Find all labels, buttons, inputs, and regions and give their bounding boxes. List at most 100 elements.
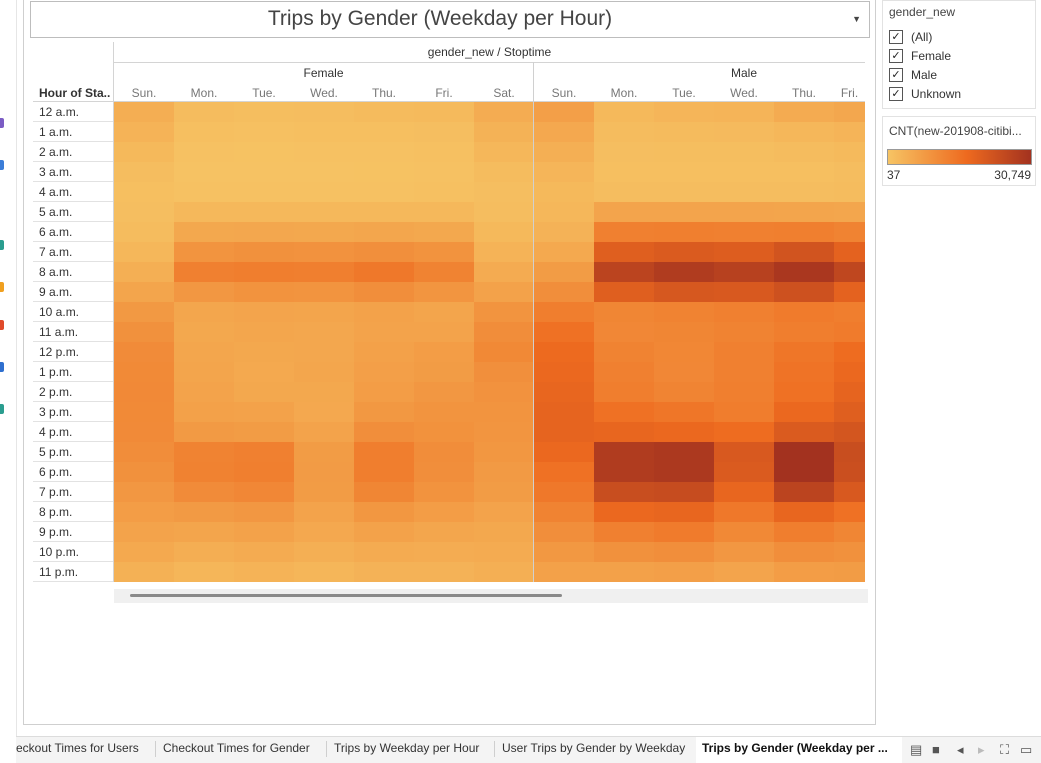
heatmap-cell[interactable] xyxy=(714,402,774,422)
heatmap-cell[interactable] xyxy=(654,302,714,322)
heatmap-cell[interactable] xyxy=(774,522,834,542)
heatmap-cell[interactable] xyxy=(354,122,414,142)
heatmap-cell[interactable] xyxy=(414,422,474,442)
heatmap-cell[interactable] xyxy=(834,442,865,462)
heatmap-cell[interactable] xyxy=(234,162,294,182)
heatmap-cell[interactable] xyxy=(294,182,354,202)
heatmap-cell[interactable] xyxy=(594,402,654,422)
heatmap-cell[interactable] xyxy=(234,542,294,562)
heatmap-cell[interactable] xyxy=(834,222,865,242)
heatmap-cell[interactable] xyxy=(354,422,414,442)
heatmap-cell[interactable] xyxy=(294,422,354,442)
heatmap-cell[interactable] xyxy=(474,482,534,502)
heatmap-cell[interactable] xyxy=(414,242,474,262)
heatmap-cell[interactable] xyxy=(174,102,234,122)
heatmap-cell[interactable] xyxy=(834,402,865,422)
heatmap-cell[interactable] xyxy=(474,422,534,442)
heatmap-cell[interactable] xyxy=(354,462,414,482)
heatmap-cell[interactable] xyxy=(534,402,594,422)
heatmap-cell[interactable] xyxy=(594,522,654,542)
heatmap-cell[interactable] xyxy=(234,282,294,302)
heatmap-cell[interactable] xyxy=(114,162,174,182)
heatmap-cell[interactable] xyxy=(654,262,714,282)
heatmap-cell[interactable] xyxy=(594,102,654,122)
heatmap-cell[interactable] xyxy=(174,302,234,322)
heatmap-cell[interactable] xyxy=(474,382,534,402)
heatmap-cell[interactable] xyxy=(174,542,234,562)
heatmap-cell[interactable] xyxy=(834,522,865,542)
heatmap-cell[interactable] xyxy=(774,282,834,302)
heatmap-cell[interactable] xyxy=(294,382,354,402)
heatmap-cell[interactable] xyxy=(414,542,474,562)
heatmap-cell[interactable] xyxy=(834,542,865,562)
heatmap-cell[interactable] xyxy=(354,402,414,422)
heatmap-cell[interactable] xyxy=(834,422,865,442)
heatmap-cell[interactable] xyxy=(234,462,294,482)
heatmap-cell[interactable] xyxy=(654,342,714,362)
heatmap-cell[interactable] xyxy=(414,102,474,122)
heatmap-cell[interactable] xyxy=(774,562,834,582)
heatmap-cell[interactable] xyxy=(114,542,174,562)
heatmap-cell[interactable] xyxy=(114,222,174,242)
heatmap-cell[interactable] xyxy=(654,162,714,182)
heatmap-cell[interactable] xyxy=(474,402,534,422)
heatmap-cell[interactable] xyxy=(714,442,774,462)
heatmap-cell[interactable] xyxy=(294,302,354,322)
heatmap-cell[interactable] xyxy=(774,162,834,182)
heatmap-cell[interactable] xyxy=(534,382,594,402)
heatmap-cell[interactable] xyxy=(414,342,474,362)
heatmap-cell[interactable] xyxy=(234,442,294,462)
fit-screen-icon[interactable]: ⛶ xyxy=(1000,742,1010,757)
heatmap-cell[interactable] xyxy=(654,382,714,402)
heatmap-cell[interactable] xyxy=(594,422,654,442)
heatmap-cell[interactable] xyxy=(174,122,234,142)
heatmap-cell[interactable] xyxy=(174,402,234,422)
heatmap-cell[interactable] xyxy=(714,242,774,262)
heatmap-cell[interactable] xyxy=(654,282,714,302)
heatmap-cell[interactable] xyxy=(534,342,594,362)
heatmap-cell[interactable] xyxy=(654,142,714,162)
heatmap-cell[interactable] xyxy=(174,182,234,202)
heatmap-cell[interactable] xyxy=(594,182,654,202)
heatmap-cell[interactable] xyxy=(114,502,174,522)
heatmap-cell[interactable] xyxy=(414,362,474,382)
heatmap-cell[interactable] xyxy=(834,282,865,302)
heatmap-cell[interactable] xyxy=(594,222,654,242)
heatmap-cell[interactable] xyxy=(534,462,594,482)
heatmap-cell[interactable] xyxy=(354,382,414,402)
heatmap-cell[interactable] xyxy=(474,242,534,262)
heatmap-cell[interactable] xyxy=(114,102,174,122)
heatmap-cell[interactable] xyxy=(474,302,534,322)
heatmap-cell[interactable] xyxy=(714,522,774,542)
heatmap-cell[interactable] xyxy=(114,122,174,142)
heatmap-cell[interactable] xyxy=(354,482,414,502)
heatmap-cell[interactable] xyxy=(234,482,294,502)
heatmap-cell[interactable] xyxy=(234,262,294,282)
heatmap-cell[interactable] xyxy=(294,562,354,582)
heatmap-cell[interactable] xyxy=(714,222,774,242)
heatmap-cell[interactable] xyxy=(594,242,654,262)
heatmap-cell[interactable] xyxy=(174,362,234,382)
heatmap-cell[interactable] xyxy=(354,142,414,162)
heatmap-cell[interactable] xyxy=(414,482,474,502)
heatmap-cell[interactable] xyxy=(654,242,714,262)
heatmap-cell[interactable] xyxy=(714,282,774,302)
heatmap-cell[interactable] xyxy=(414,322,474,342)
heatmap-cell[interactable] xyxy=(474,522,534,542)
heatmap-cell[interactable] xyxy=(114,442,174,462)
heatmap-cell[interactable] xyxy=(774,142,834,162)
heatmap-cell[interactable] xyxy=(354,362,414,382)
heatmap-cell[interactable] xyxy=(594,382,654,402)
heatmap-cell[interactable] xyxy=(534,142,594,162)
filmstrip-view-icon[interactable]: ▤ xyxy=(910,742,923,757)
heatmap-cell[interactable] xyxy=(114,182,174,202)
heatmap-cell[interactable] xyxy=(834,302,865,322)
heatmap-cell[interactable] xyxy=(534,222,594,242)
heatmap-cell[interactable] xyxy=(174,482,234,502)
heatmap-cell[interactable] xyxy=(114,362,174,382)
presentation-icon[interactable]: ▭ xyxy=(1020,742,1033,757)
heatmap-cell[interactable] xyxy=(774,542,834,562)
heatmap-cell[interactable] xyxy=(474,142,534,162)
heatmap-cell[interactable] xyxy=(654,542,714,562)
heatmap-cell[interactable] xyxy=(534,302,594,322)
